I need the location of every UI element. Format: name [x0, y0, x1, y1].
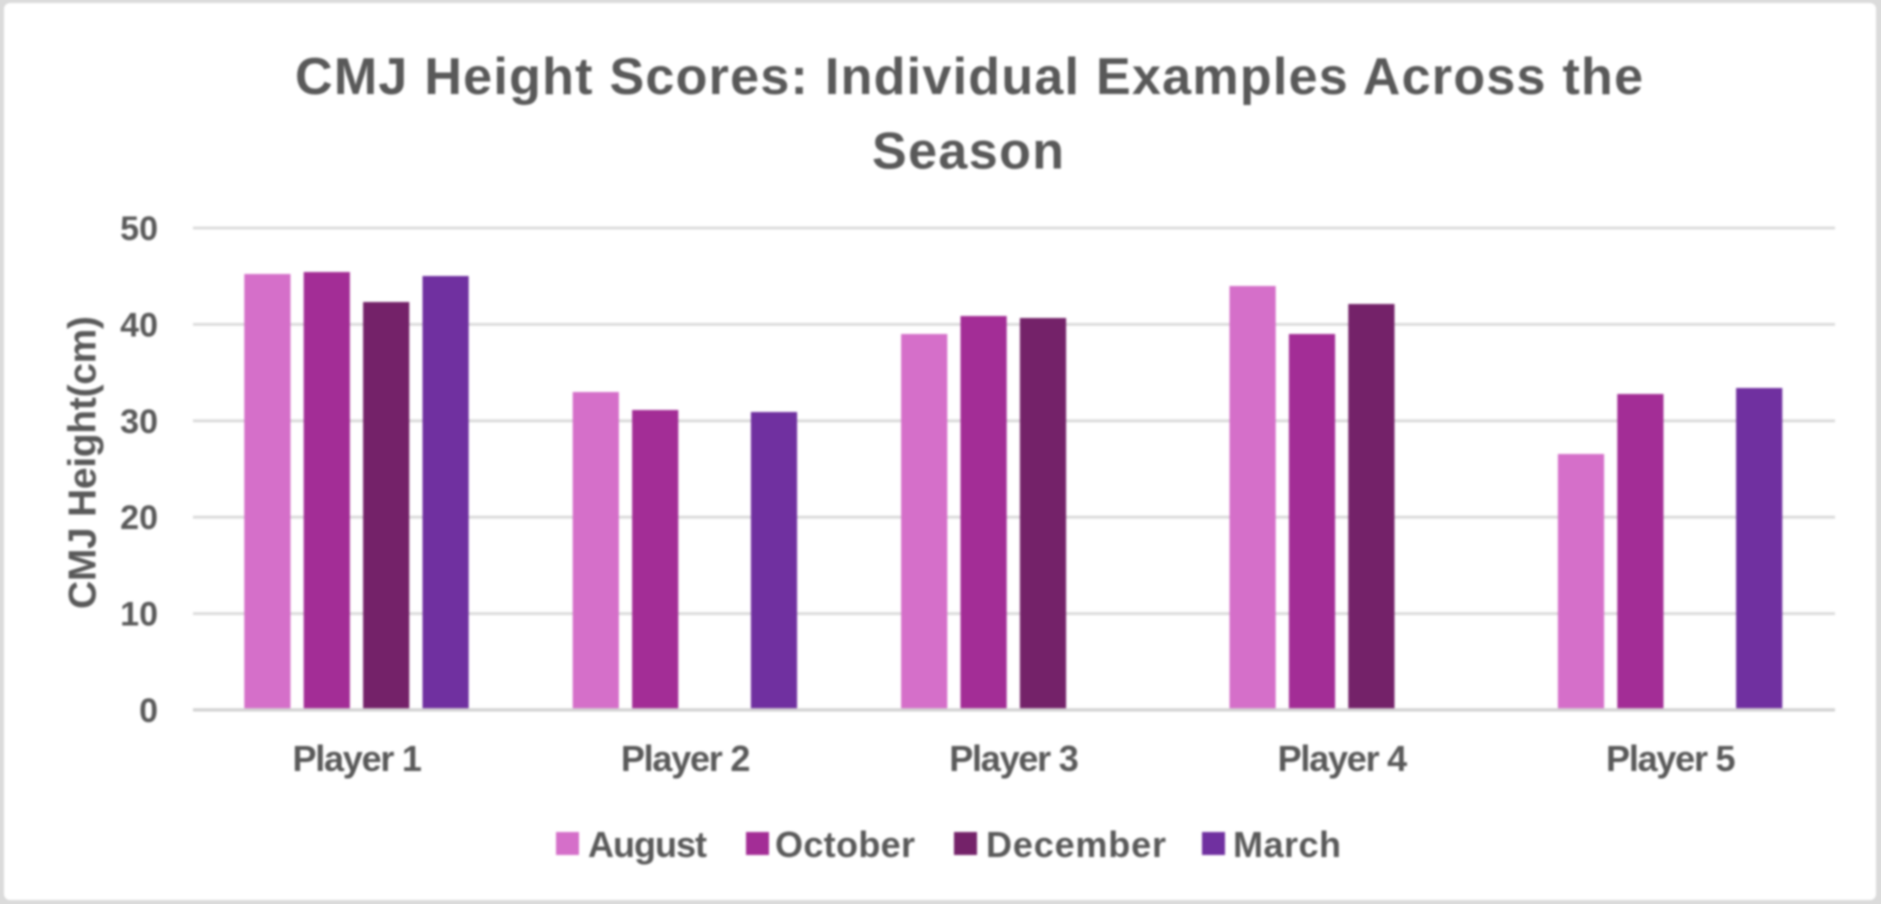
- svg-text:Season: Season: [872, 122, 1064, 180]
- svg-text:Player 2: Player 2: [621, 738, 751, 779]
- svg-text:CMJ Height Scores: Individual: CMJ Height Scores: Individual Examples A…: [295, 48, 1643, 106]
- svg-text:50: 50: [120, 210, 158, 248]
- svg-text:Player 5: Player 5: [1606, 738, 1736, 779]
- svg-text:10: 10: [120, 596, 158, 634]
- svg-text:20: 20: [120, 499, 158, 537]
- svg-text:40: 40: [120, 306, 158, 344]
- svg-text:Player 1: Player 1: [292, 738, 422, 779]
- svg-text:August: August: [588, 824, 707, 865]
- svg-text:0: 0: [139, 692, 158, 730]
- svg-text:Player 3: Player 3: [949, 738, 1079, 779]
- svg-text:October: October: [775, 824, 915, 865]
- svg-text:March: March: [1233, 824, 1341, 865]
- svg-text:CMJ Height(cm): CMJ Height(cm): [62, 316, 105, 609]
- svg-text:Player 4: Player 4: [1278, 738, 1408, 779]
- svg-text:December: December: [986, 824, 1166, 865]
- svg-text:30: 30: [120, 403, 158, 441]
